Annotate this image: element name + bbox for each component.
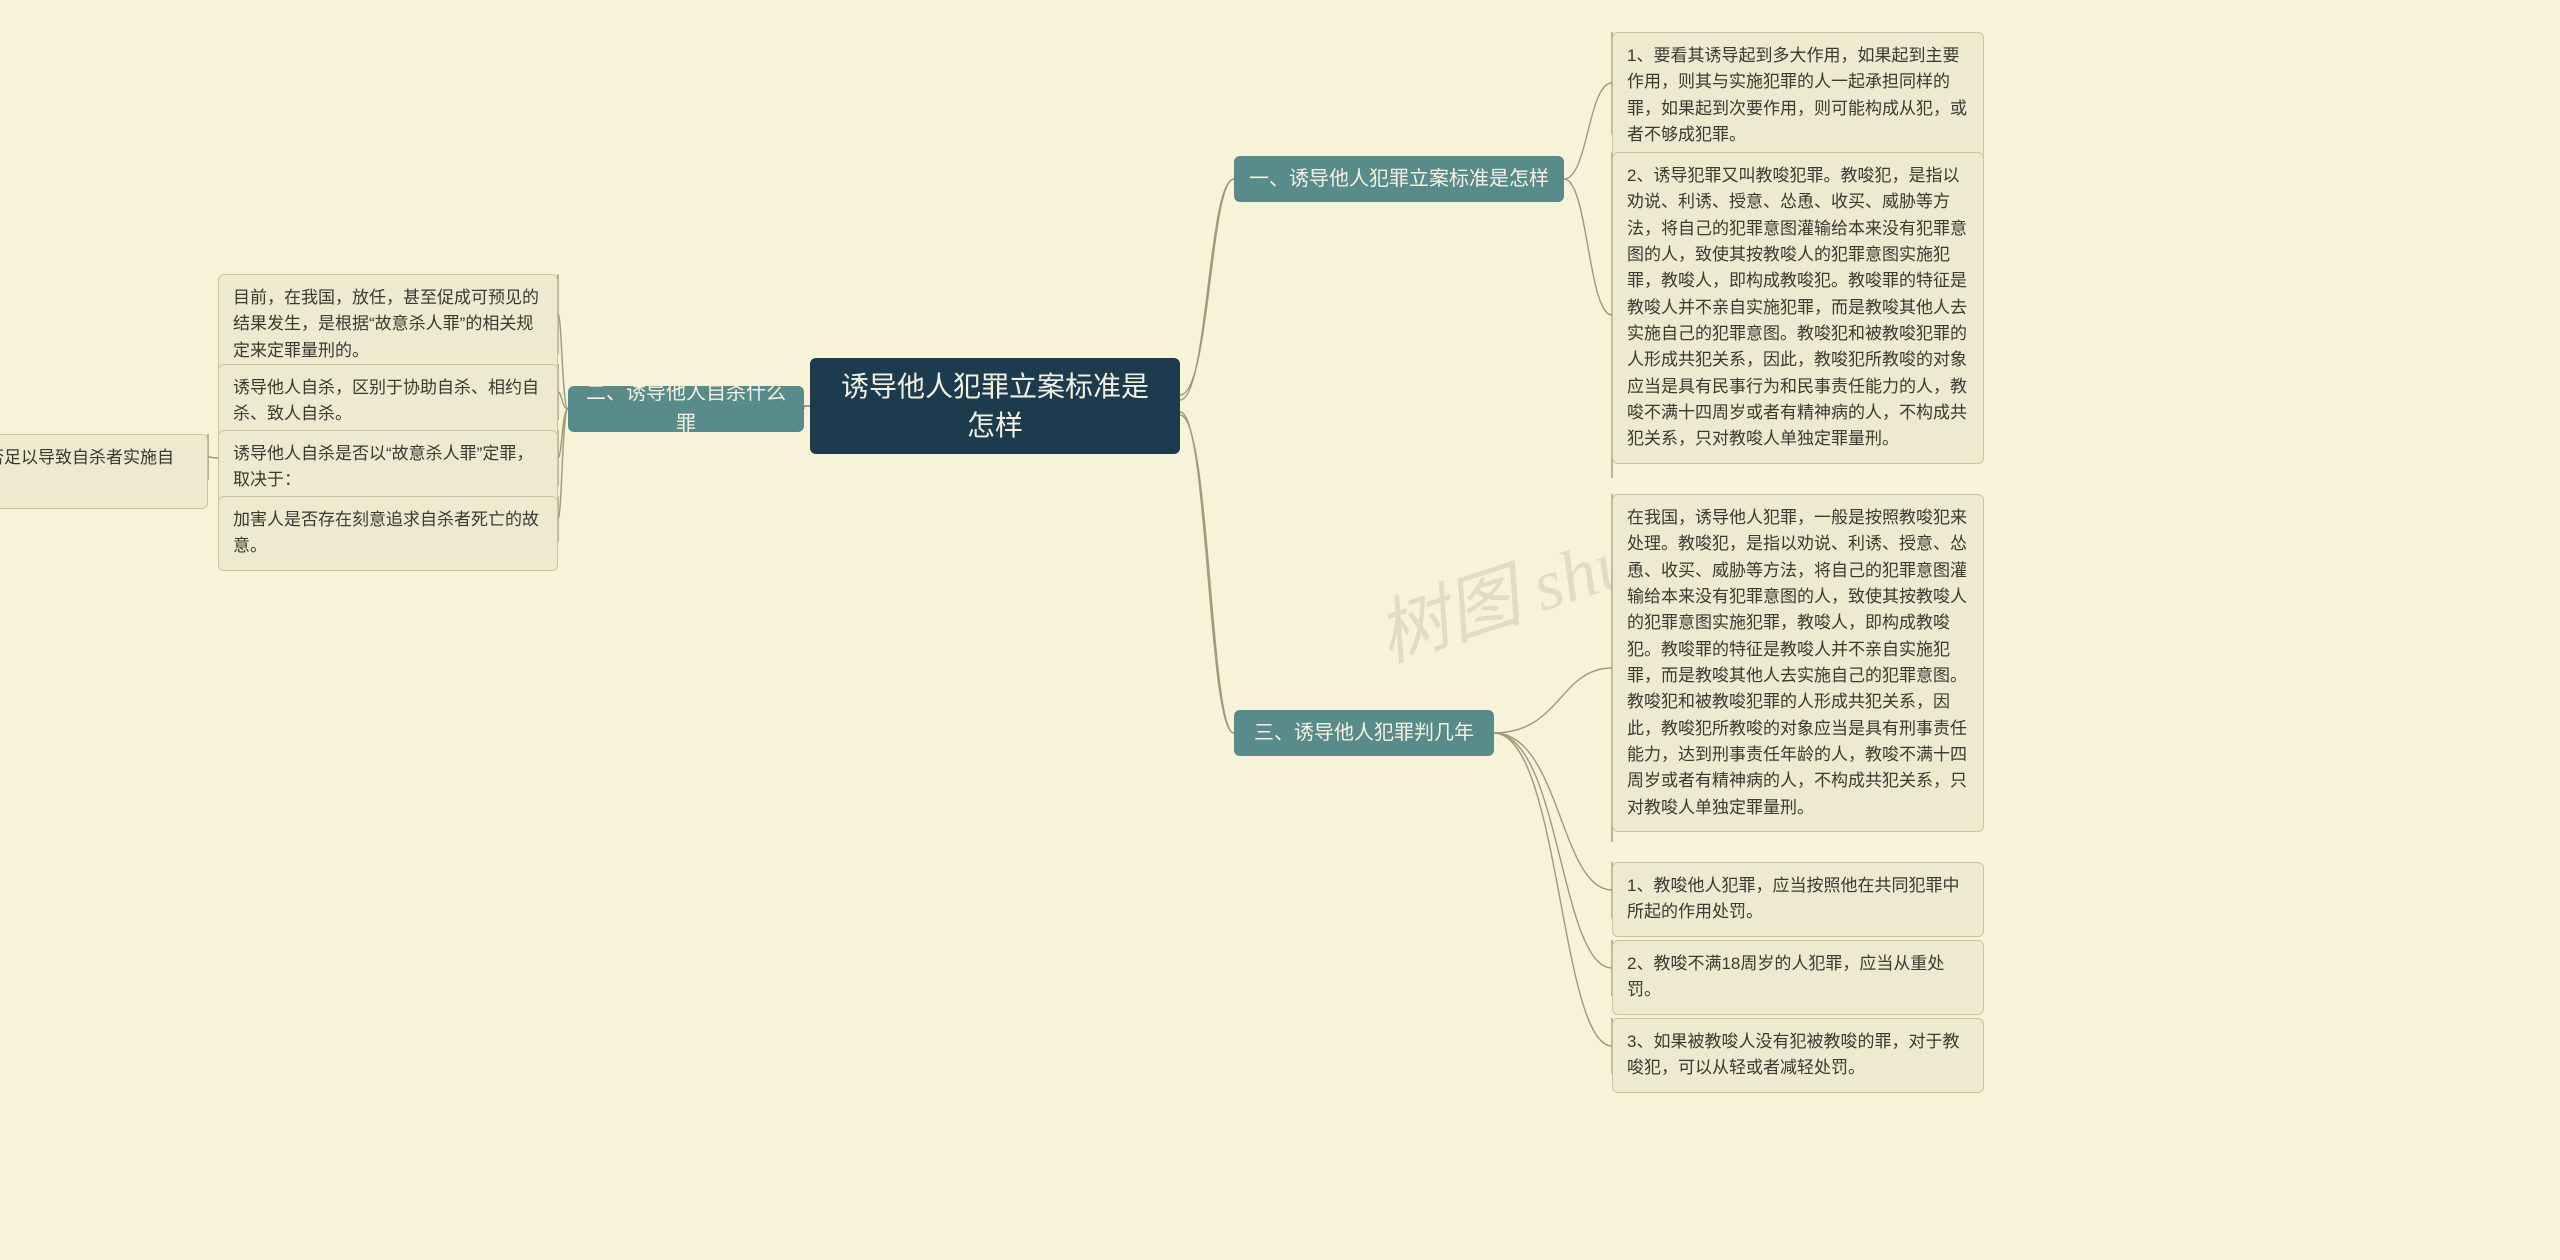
- mindmap-canvas: 树图 shutu.cn shutu.cn 树图 shutu: [0, 0, 2560, 1260]
- leaf-text: 2、诱导犯罪又叫教唆犯罪。教唆犯，是指以劝说、利诱、授意、怂恿、收买、威胁等方法…: [1627, 163, 1969, 453]
- leaf-text: 1、教唆他人犯罪，应当按照他在共同犯罪中所起的作用处罚。: [1627, 873, 1969, 926]
- leaf-text: 诱导他人自杀，区别于协助自杀、相约自杀、致人自杀。: [233, 375, 543, 428]
- branch-label: 一、诱导他人犯罪立案标准是怎样: [1249, 164, 1549, 195]
- leaf-b3-1: 在我国，诱导他人犯罪，一般是按照教唆犯来处理。教唆犯，是指以劝说、利诱、授意、怂…: [1612, 494, 1984, 832]
- leaf-text: 诱导他人自杀是否以“故意杀人罪”定罪，取决于：: [233, 441, 543, 494]
- branch-label: 二、诱导他人自杀什么罪: [582, 378, 790, 440]
- leaf-text: 在我国，诱导他人犯罪，一般是按照教唆犯来处理。教唆犯，是指以劝说、利诱、授意、怂…: [1627, 505, 1969, 821]
- leaf-text: 加害人是否存在刻意追求自杀者死亡的故意。: [233, 507, 543, 560]
- branch-label: 三、诱导他人犯罪判几年: [1254, 718, 1474, 749]
- leaf-text: 目前，在我国，放任，甚至促成可预见的结果发生，是根据“故意杀人罪”的相关规定来定…: [233, 285, 543, 364]
- leaf-text: 3、如果被教唆人没有犯被教唆的罪，对于教唆犯，可以从轻或者减轻处罚。: [1627, 1029, 1969, 1082]
- leaf-b1-1: 1、要看其诱导起到多大作用，如果起到主要作用，则其与实施犯罪的人一起承担同样的罪…: [1612, 32, 1984, 159]
- leaf-b2-1: 目前，在我国，放任，甚至促成可预见的结果发生，是根据“故意杀人罪”的相关规定来定…: [218, 274, 558, 375]
- root-node: 诱导他人犯罪立案标准是怎样: [810, 358, 1180, 454]
- leaf-text: 加害人行为是否足以导致自杀者实施自杀；: [0, 445, 193, 498]
- branch-3: 三、诱导他人犯罪判几年: [1234, 710, 1494, 756]
- branch-2: 二、诱导他人自杀什么罪: [568, 386, 804, 432]
- leaf-b2-2: 诱导他人自杀，区别于协助自杀、相约自杀、致人自杀。: [218, 364, 558, 439]
- branch-1: 一、诱导他人犯罪立案标准是怎样: [1234, 156, 1564, 202]
- leaf-b1-2: 2、诱导犯罪又叫教唆犯罪。教唆犯，是指以劝说、利诱、授意、怂恿、收买、威胁等方法…: [1612, 152, 1984, 464]
- root-label: 诱导他人犯罪立案标准是怎样: [834, 367, 1156, 445]
- leaf-text: 2、教唆不满18周岁的人犯罪，应当从重处罚。: [1627, 951, 1969, 1004]
- leaf-b2-3-sub: 加害人行为是否足以导致自杀者实施自杀；: [0, 434, 208, 509]
- leaf-b2-4: 加害人是否存在刻意追求自杀者死亡的故意。: [218, 496, 558, 571]
- leaf-b3-3: 2、教唆不满18周岁的人犯罪，应当从重处罚。: [1612, 940, 1984, 1015]
- leaf-b3-2: 1、教唆他人犯罪，应当按照他在共同犯罪中所起的作用处罚。: [1612, 862, 1984, 937]
- leaf-b2-3: 诱导他人自杀是否以“故意杀人罪”定罪，取决于：: [218, 430, 558, 505]
- leaf-text: 1、要看其诱导起到多大作用，如果起到主要作用，则其与实施犯罪的人一起承担同样的罪…: [1627, 43, 1969, 148]
- leaf-b3-4: 3、如果被教唆人没有犯被教唆的罪，对于教唆犯，可以从轻或者减轻处罚。: [1612, 1018, 1984, 1093]
